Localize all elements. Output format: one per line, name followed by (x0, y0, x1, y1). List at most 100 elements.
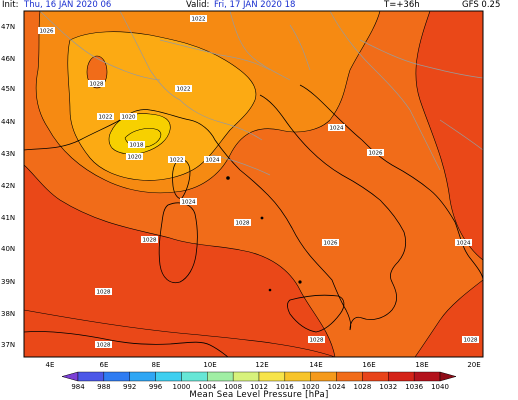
lat-label: 45N (1, 85, 16, 93)
colorbar-tick-label: 1040 (431, 383, 449, 391)
isobar-label: 1022 (168, 156, 185, 164)
isobar-1028-east (415, 10, 484, 261)
isobar-labels: 1026 1022 1028 1022 1020 1018 1020 1022 … (38, 15, 479, 349)
lat-label: 41N (1, 214, 16, 222)
island (268, 288, 272, 292)
map-area (24, 11, 483, 357)
colorbar-swatch (258, 371, 286, 382)
lat-label: 42N (1, 182, 16, 190)
isobar-label: 1028 (308, 336, 325, 344)
svg-text:1018: 1018 (130, 143, 144, 149)
colorbar-title: Mean Sea Level Pressure [hPa] (189, 390, 329, 400)
colorbar (61, 371, 457, 382)
isobar-label: 1028 (141, 236, 158, 244)
pressure-field-1020 (109, 113, 171, 155)
svg-text:1022: 1022 (192, 17, 206, 23)
lon-label: 14E (309, 361, 323, 369)
colorbar-swatch (103, 371, 130, 382)
init-time: Thu, 16 JAN 2020 06 (24, 0, 112, 10)
colorbar-tick-label: 1016 (275, 383, 294, 391)
isobar-label: 1024 (328, 124, 345, 132)
svg-text:1022: 1022 (99, 115, 113, 121)
colorbar-tick-label: 1012 (250, 383, 268, 391)
colorbar-arrow-low (61, 371, 79, 382)
isobar-1026-patch (86, 55, 108, 89)
lat-label: 47N (1, 23, 16, 31)
island (226, 176, 230, 180)
lon-label: 18E (415, 361, 429, 369)
coast-north-africa (23, 331, 229, 358)
lat-label: 43N (1, 150, 16, 158)
lon-label: 6E (99, 361, 109, 369)
isobars (23, 10, 484, 358)
isobar-label: 1024 (204, 156, 221, 164)
isobar-label: 1018 (128, 141, 145, 149)
svg-text:1020: 1020 (122, 115, 136, 121)
colorbar-swatch (129, 371, 156, 382)
colorbar-tick-label: 988 (97, 383, 111, 391)
island (298, 280, 302, 284)
colorbar-tick-label: 1032 (379, 383, 398, 391)
lon-label: 10E (203, 361, 217, 369)
lon-label: 8E (151, 361, 161, 369)
borders (39, 10, 484, 176)
isobar-label: 1022 (97, 113, 114, 121)
isobar-1026-south (23, 309, 336, 358)
frame (23, 10, 484, 358)
svg-text:1026: 1026 (369, 151, 383, 157)
colorbar-tick-label: 1020 (301, 383, 320, 391)
island (260, 216, 264, 220)
isobar-1026 (35, 10, 381, 194)
svg-text:1028: 1028 (143, 238, 157, 244)
isobar-1028-west (23, 164, 336, 358)
isobar-label: 1026 (367, 149, 384, 157)
isobar-label: 1022 (175, 85, 192, 93)
coast-sicily (286, 294, 345, 333)
pressure-field-1028-east (415, 11, 483, 260)
lat-label: 44N (1, 118, 16, 126)
lead-time: T=+36h (384, 0, 420, 10)
colorbar-tick-label: 992 (123, 383, 137, 391)
svg-text:1024: 1024 (457, 241, 471, 247)
valid-label: Valid: (186, 0, 210, 10)
isobar-1022 (67, 31, 257, 181)
isobar-label: 1022 (190, 15, 207, 23)
colorbar-swatch (155, 371, 182, 382)
svg-text:1028: 1028 (464, 338, 478, 344)
colorbar-swatch (232, 371, 260, 382)
colorbar-tick-label: 1036 (405, 383, 424, 391)
isobar-label: 1026 (38, 27, 55, 35)
isobar-label: 1020 (126, 153, 143, 161)
svg-text:1024: 1024 (206, 158, 220, 164)
colorbar-swatch (284, 371, 311, 382)
isobar-label: 1028 (88, 80, 105, 88)
svg-text:1022: 1022 (177, 87, 191, 93)
svg-text:1024: 1024 (182, 200, 196, 206)
colorbar-tick-label: 984 (71, 383, 85, 391)
lon-label: 20E (467, 361, 481, 369)
colorbar-swatch (413, 371, 441, 382)
lat-label: 40N (1, 245, 16, 253)
colorbar-tick-label: 1004 (198, 383, 217, 391)
colorbar-tick-label: 1024 (327, 383, 346, 391)
colorbar-swatch (388, 371, 415, 382)
svg-text:1024: 1024 (330, 126, 344, 132)
colorbar-swatch (310, 371, 337, 382)
lon-label: 4E (45, 361, 55, 369)
colorbar-tick-label: 1008 (224, 383, 243, 391)
coast-sardinia (158, 202, 198, 284)
map-header: Init: Thu, 16 JAN 2020 06 Valid: Fri, 17… (0, 0, 518, 10)
svg-text:1028: 1028 (310, 338, 324, 344)
colorbar-tick-label: 1000 (172, 383, 191, 391)
svg-text:1028: 1028 (97, 290, 111, 296)
isobar-1020 (108, 113, 171, 155)
init-label: Init: (2, 0, 19, 10)
svg-text:1022: 1022 (170, 158, 184, 164)
model-name: GFS 0.25 (462, 0, 501, 10)
colorbar-swatch (77, 371, 105, 382)
lat-label: 46N (1, 55, 16, 63)
colorbar-swatch (362, 371, 389, 382)
colorbar-swatch (207, 371, 234, 382)
svg-text:1020: 1020 (128, 155, 142, 161)
